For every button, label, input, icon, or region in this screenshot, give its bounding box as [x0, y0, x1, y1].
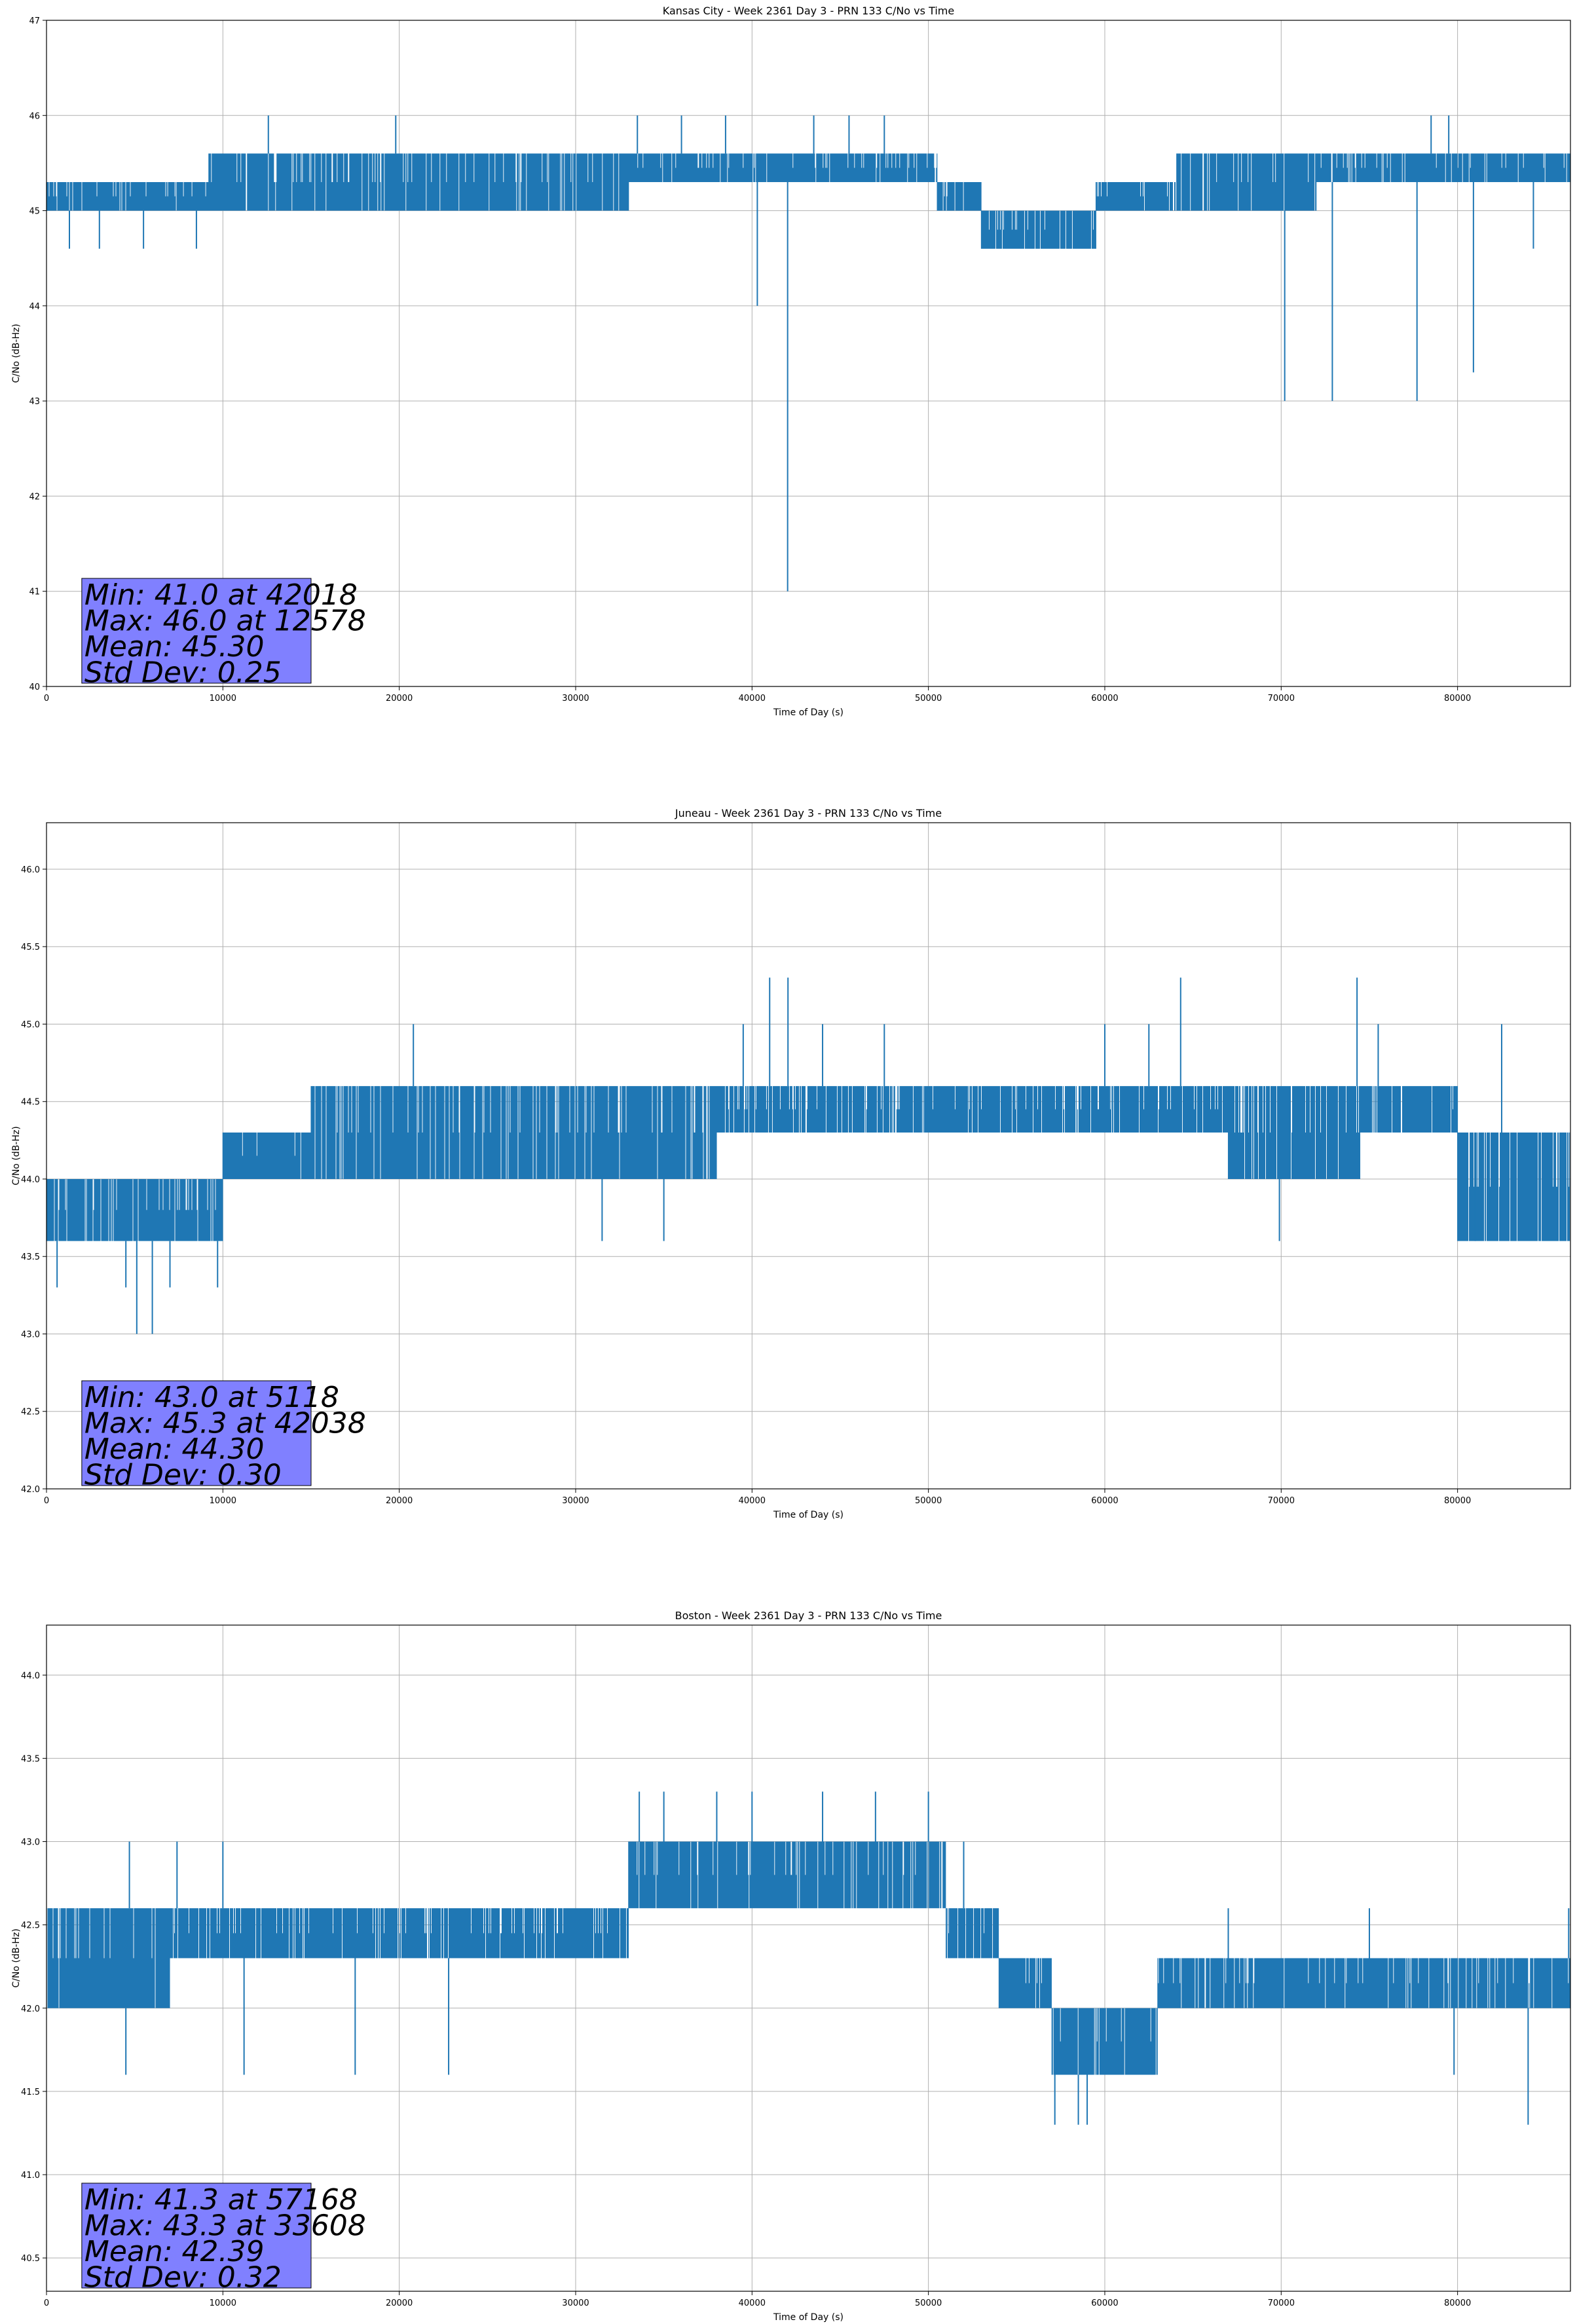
x-tick-label: 60000 [1091, 2298, 1118, 2308]
cno-series-band [46, 1841, 1571, 2075]
stats-min: Min: 41.0 at 42018 [84, 578, 358, 612]
stats-min: Min: 41.3 at 57168 [84, 2183, 358, 2217]
stats-max: Max: 45.3 at 42038 [84, 1407, 366, 1440]
chart-panel-2: 0 10000 20000 30000 40000 50000 60000 70000 8000… [11, 807, 1571, 1520]
x-axis-label: Time of Day (s) [773, 707, 844, 718]
x-tick-label: 20000 [386, 694, 413, 703]
y-tick-label: 43 [29, 397, 40, 407]
y-tick-label: 45.0 [21, 1020, 40, 1030]
y-tick-label: 41.0 [21, 2171, 40, 2181]
x-tick-label: 0 [44, 1496, 49, 1506]
x-tick-label: 50000 [915, 694, 942, 703]
y-tick-label: 40 [29, 683, 40, 692]
y-tick-label: 44.0 [21, 1175, 40, 1185]
x-tick-label: 70000 [1268, 1496, 1295, 1506]
x-tick-label: 80000 [1444, 1496, 1471, 1506]
x-tick-label: 40000 [739, 2298, 766, 2308]
chart-title: Boston - Week 2361 Day 3 - PRN 133 C/No … [675, 1609, 942, 1622]
x-tick-label: 80000 [1444, 694, 1471, 703]
x-tick-label: 60000 [1091, 694, 1118, 703]
y-tick-label: 43.0 [21, 1330, 40, 1340]
y-tick-label: 46 [29, 111, 40, 121]
x-tick-label: 20000 [386, 2298, 413, 2308]
y-tick-label: 47 [29, 16, 40, 26]
y-tick-label: 43.5 [21, 1252, 40, 1262]
y-tick-label: 44.5 [21, 1098, 40, 1108]
x-tick-label: 30000 [562, 694, 589, 703]
stats-mean: Mean: 44.30 [84, 1433, 265, 1466]
chart-title: Kansas City - Week 2361 Day 3 - PRN 133 … [663, 5, 954, 17]
x-tick-label: 10000 [210, 2298, 236, 2308]
x-tick-label: 50000 [915, 1496, 942, 1506]
x-tick-label: 70000 [1268, 2298, 1295, 2308]
stats-box [81, 2183, 312, 2289]
chart-panel-1: 0 10000 20000 30000 40000 50000 60000 70000 8000… [11, 5, 1571, 718]
y-axis-label: C/No (dB-Hz) [11, 1126, 22, 1185]
x-tick-label: 40000 [739, 1496, 766, 1506]
stats-std: Std Dev: 0.32 [84, 2261, 282, 2295]
x-axis-label: Time of Day (s) [773, 2312, 844, 2323]
x-axis-label: Time of Day (s) [773, 1510, 844, 1520]
y-tick-label: 42 [29, 492, 40, 502]
plot-frame [46, 1624, 1571, 2292]
x-tick-label: 10000 [210, 1496, 236, 1506]
plot-frame [46, 822, 1571, 1490]
x-tick-label: 30000 [562, 1496, 589, 1506]
stats-max: Max: 46.0 at 12578 [84, 605, 366, 638]
y-axis-label: C/No (dB-Hz) [11, 1928, 22, 1987]
x-tick-label: 10000 [210, 694, 236, 703]
x-tick-label: 50000 [915, 2298, 942, 2308]
stats-mean: Mean: 42.39 [84, 2235, 265, 2268]
stats-box [81, 1380, 312, 1486]
y-tick-label: 40.5 [21, 2254, 40, 2264]
x-tick-label: 0 [44, 694, 49, 703]
stats-box [81, 578, 312, 684]
y-tick-label: 45.5 [21, 943, 40, 952]
y-tick-label: 41 [29, 588, 40, 597]
stats-std: Std Dev: 0.30 [84, 1459, 282, 1492]
y-tick-label: 46.0 [21, 865, 40, 875]
x-tick-label: 70000 [1268, 694, 1295, 703]
y-tick-label: 41.5 [21, 2088, 40, 2097]
x-tick-label: 80000 [1444, 2298, 1471, 2308]
stats-max: Max: 43.3 at 33608 [84, 2209, 366, 2243]
chart-panel-3: 0 10000 20000 30000 40000 50000 60000 70000 8000… [11, 1609, 1571, 2323]
y-tick-label: 42.0 [21, 1485, 40, 1495]
y-tick-label: 44.0 [21, 1671, 40, 1681]
y-tick-label: 42.5 [21, 1921, 40, 1931]
x-tick-label: 0 [44, 2298, 49, 2308]
y-tick-label: 42.0 [21, 2004, 40, 2014]
chart-title: Juneau - Week 2361 Day 3 - PRN 133 C/No … [675, 807, 942, 819]
plot-frame [46, 20, 1571, 687]
stats-min: Min: 43.0 at 5118 [84, 1381, 339, 1414]
y-tick-label: 43.5 [21, 1754, 40, 1764]
x-tick-label: 60000 [1091, 1496, 1118, 1506]
x-tick-label: 30000 [562, 2298, 589, 2308]
cno-series-band [46, 153, 1570, 249]
stats-std: Std Dev: 0.25 [84, 656, 282, 690]
x-tick-label: 20000 [386, 1496, 413, 1506]
cno-series-band [46, 1086, 1570, 1241]
y-axis-label: C/No (dB-Hz) [11, 324, 22, 383]
y-tick-label: 42.5 [21, 1408, 40, 1417]
stats-mean: Mean: 45.30 [84, 630, 265, 664]
y-tick-label: 44 [29, 302, 40, 312]
x-tick-label: 40000 [739, 694, 766, 703]
y-tick-label: 43.0 [21, 1838, 40, 1848]
y-tick-label: 45 [29, 207, 40, 217]
